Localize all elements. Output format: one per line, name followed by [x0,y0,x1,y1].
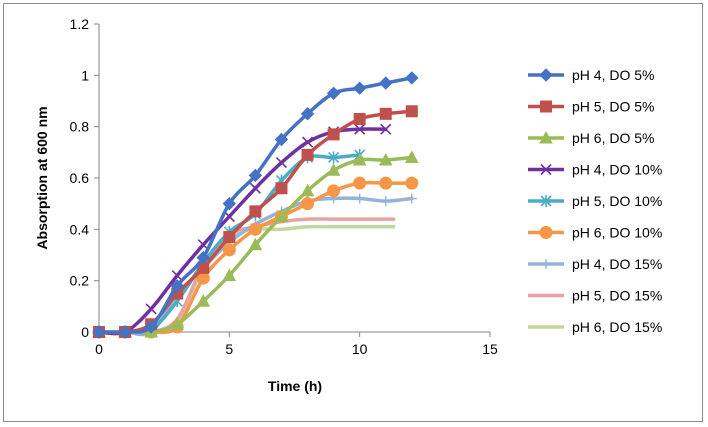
series-1 [92,71,419,339]
legend-label: pH 4, DO 5% [572,67,654,83]
data-point [379,176,393,190]
y-tick-label: 0.6 [70,170,90,186]
y-axis-title: Absorption at 600 nm [34,106,50,249]
data-point [248,168,263,183]
y-tick-label: 0.4 [70,221,90,237]
data-point [326,86,341,101]
data-point [405,176,419,190]
data-point [328,151,340,164]
legend-label: pH 4, DO 15% [572,256,662,272]
data-point [352,81,367,95]
legend-item: pH 6, DO 10% [528,225,662,241]
data-point [380,196,391,207]
series-layer [92,71,419,339]
legend-marker [539,68,553,82]
data-point [222,243,236,257]
data-point [249,205,262,218]
legend-item: pH 5, DO 15% [528,288,662,304]
legend-item: pH 5, DO 5% [528,99,654,115]
data-point [170,279,184,293]
legend: pH 4, DO 5% pH 5, DO 5% pH 6, DO 5% pH 4, D… [528,67,662,335]
legend-item: pH 6, DO 15% [528,319,662,335]
data-point [353,112,366,125]
x-tick-label: 15 [482,341,498,357]
legend-item: pH 4, DO 15% [528,256,662,272]
legend-label: pH 5, DO 15% [572,288,662,304]
legend-item: pH 4, DO 10% [528,162,662,178]
data-point [379,76,393,90]
data-point [405,71,419,85]
legend-label: pH 5, DO 5% [572,99,654,115]
legend-label: pH 6, DO 5% [572,130,654,146]
data-point [354,123,366,135]
legend-label: pH 5, DO 10% [572,193,662,209]
data-point [353,176,367,190]
data-point [223,231,236,244]
data-point [404,150,419,163]
x-axis-title: Time (h) [268,378,322,394]
legend-marker [539,130,553,144]
data-point [380,123,392,135]
data-point [327,128,340,141]
data-point [405,105,418,118]
data-point [300,107,315,121]
data-point [145,303,157,315]
data-point [301,136,314,148]
data-point [300,183,315,197]
data-point [274,209,289,222]
data-point [275,182,288,195]
data-point [301,148,314,161]
data-point [248,237,263,251]
y-tick-label: 1 [81,67,89,83]
y-tick-label: 0.2 [70,273,90,289]
data-point [249,182,261,194]
data-point [171,269,183,282]
legend-marker [541,259,551,269]
data-point [222,268,237,282]
data-point [196,294,211,307]
legend-item: pH 4, DO 5% [528,67,654,83]
legend-marker [540,100,552,113]
data-point [248,222,262,236]
legend-marker [540,195,552,207]
data-point [170,317,185,330]
legend-label: pH 4, DO 10% [572,162,662,178]
data-point [326,163,341,176]
data-point [222,196,237,211]
legend-label: pH 6, DO 15% [572,319,662,335]
y-tick-label: 0.8 [70,119,90,135]
x-tick-label: 5 [225,341,233,357]
legend-marker [539,226,553,239]
data-point [379,107,392,120]
x-tick-label: 10 [352,341,368,357]
y-tick-label: 0 [81,324,89,340]
legend-item: pH 6, DO 5% [528,130,654,146]
data-point [327,184,341,198]
y-tick-label: 1.2 [70,16,90,32]
series-line [97,180,414,335]
data-point [144,320,158,334]
data-point [118,325,132,339]
legend-marker [540,163,552,176]
data-point [301,197,315,211]
data-point [274,132,289,147]
x-tick-label: 0 [95,341,103,357]
data-point [196,250,210,265]
data-point [378,152,393,166]
data-point [275,157,288,169]
data-point [352,152,367,166]
data-point [354,193,365,204]
legend-label: pH 6, DO 10% [572,225,662,241]
data-point [92,325,106,339]
legend-item: pH 5, DO 10% [528,193,662,209]
data-point [406,193,417,204]
chart-frame [3,3,703,422]
series-6 [92,176,419,339]
